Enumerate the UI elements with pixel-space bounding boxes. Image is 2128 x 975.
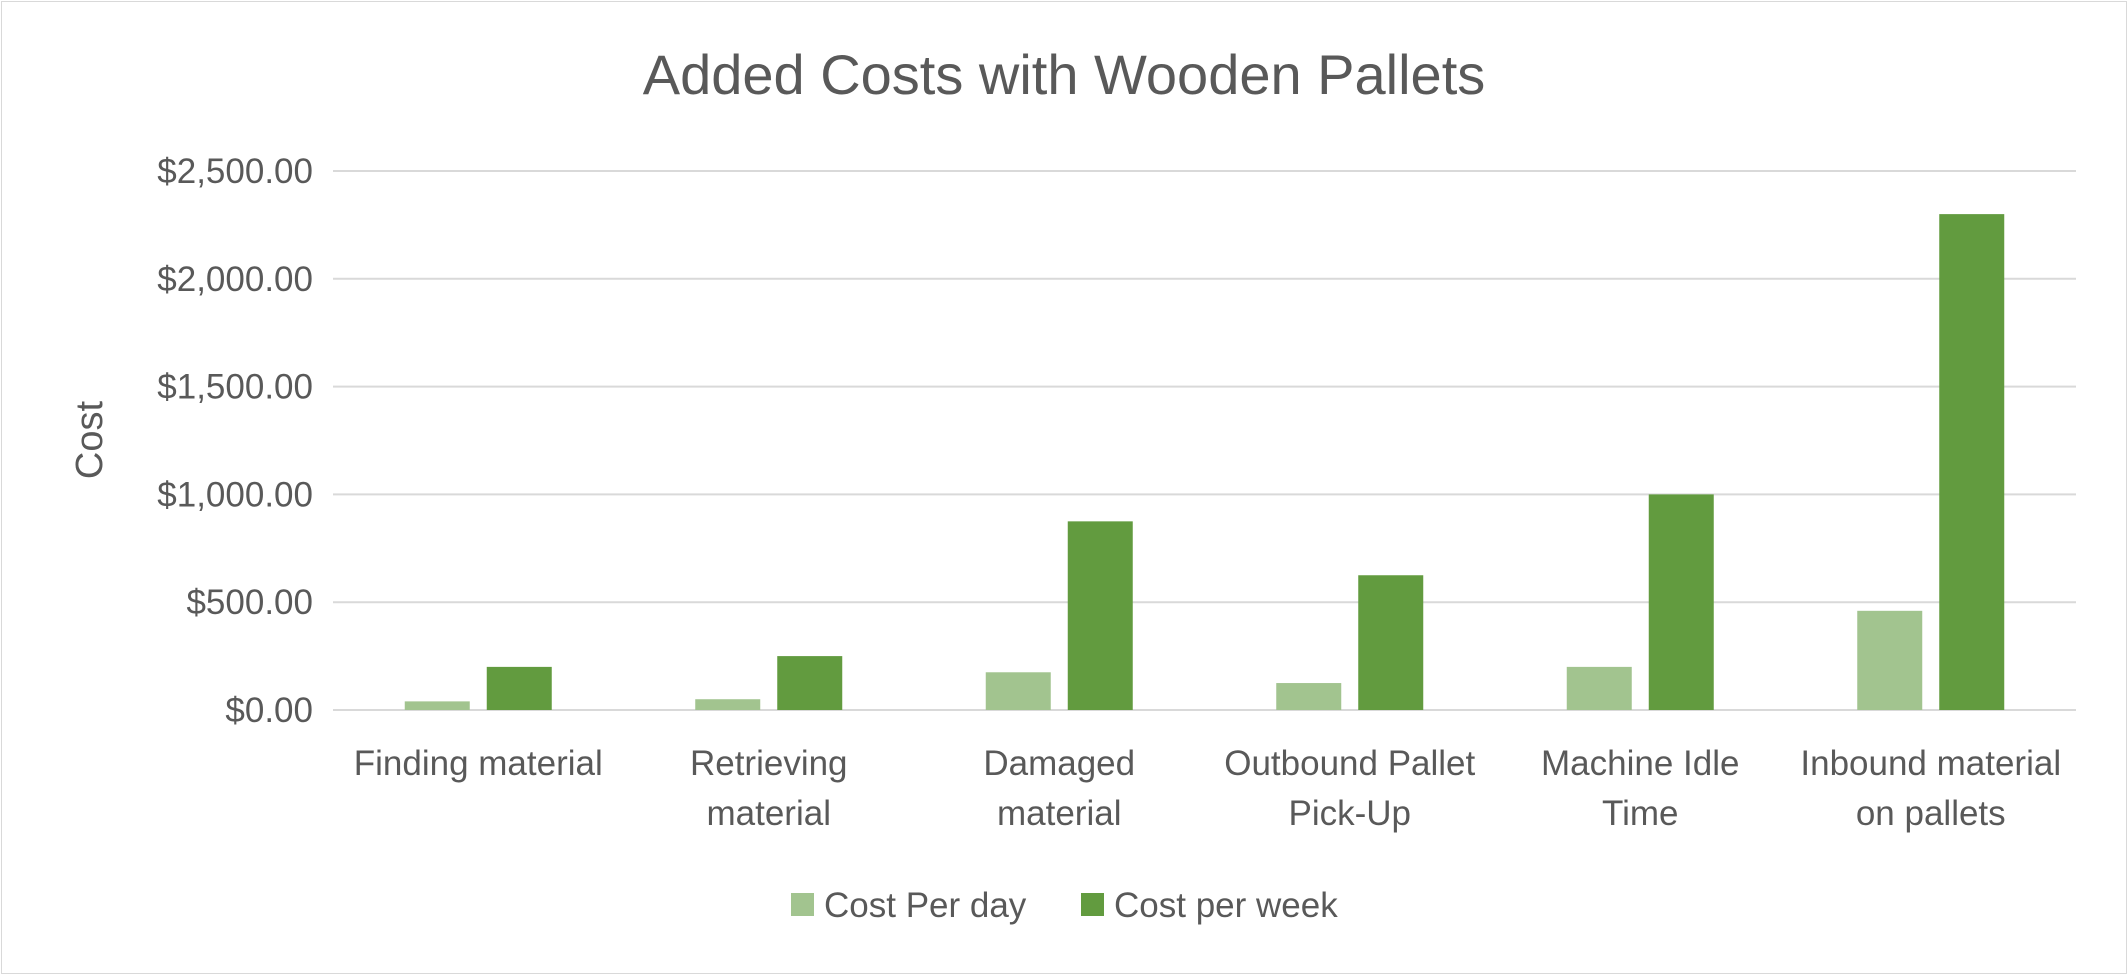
bar-cost-per-week — [1939, 214, 2005, 710]
y-tick-label: $0.00 — [225, 691, 313, 730]
bar-cost-per-week — [1358, 575, 1424, 710]
legend-label: Cost per week — [1114, 886, 1338, 925]
x-tick-label: Damaged — [983, 744, 1135, 783]
legend: Cost Per day Cost per week — [791, 886, 1338, 925]
y-tick-label: $1,000.00 — [157, 475, 313, 514]
bar-cost-per-week — [486, 666, 552, 710]
x-tick-label: Pick-Up — [1288, 794, 1411, 833]
bar-cost-per-day — [1857, 610, 1923, 710]
bar-cost-per-week — [1648, 494, 1714, 710]
y-tick-label: $2,500.00 — [157, 152, 313, 191]
legend-swatch — [791, 893, 814, 916]
bar-cost-per-day — [1276, 683, 1342, 710]
x-tick-label: material — [707, 794, 831, 833]
x-tick-label: material — [997, 794, 1121, 833]
y-tick-label: $1,500.00 — [157, 368, 313, 407]
bar-cost-per-day — [695, 699, 761, 710]
legend-swatch — [1081, 893, 1104, 916]
x-tick-label: Machine Idle — [1541, 744, 1739, 783]
x-tick-label: Retrieving — [690, 744, 848, 783]
y-tick-label: $500.00 — [186, 583, 313, 622]
y-tick-label: $2,000.00 — [157, 260, 313, 299]
x-tick-label: on pallets — [1856, 794, 2006, 833]
x-tick-label: Outbound Pallet — [1224, 744, 1475, 783]
y-axis-label: Cost — [69, 400, 111, 479]
x-tick-label: Finding material — [354, 744, 603, 783]
bars — [404, 214, 2005, 710]
gridlines — [333, 170, 2076, 711]
x-tick-label: Time — [1602, 794, 1678, 833]
bar-cost-per-day — [404, 701, 470, 710]
x-tick-label: Inbound material — [1800, 744, 2061, 783]
bar-cost-per-day — [1566, 666, 1632, 710]
x-tick-labels: Finding material Retrieving material Damage… — [354, 744, 2061, 833]
bar-cost-per-day — [985, 672, 1051, 710]
bar-cost-per-week — [777, 656, 843, 710]
chart-title: Added Costs with Wooden Pallets — [643, 43, 1486, 106]
y-tick-labels: $0.00 $500.00 $1,000.00 $1,500.00 $2,000.00 $… — [157, 152, 313, 730]
bar-cost-per-week — [1067, 521, 1133, 710]
legend-label: Cost Per day — [824, 886, 1027, 925]
